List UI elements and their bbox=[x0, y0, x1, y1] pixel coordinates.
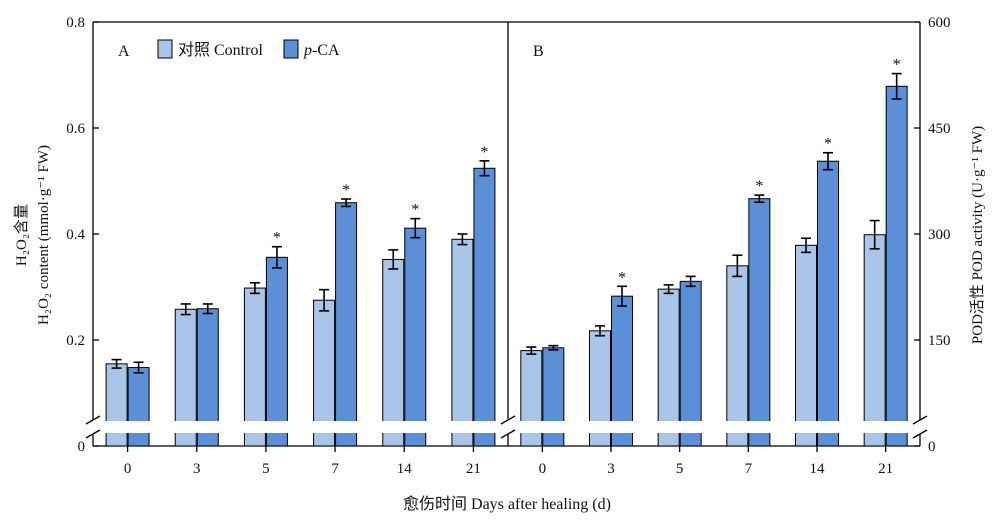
x-tick-label: 7 bbox=[745, 461, 753, 477]
bar-control bbox=[382, 258, 405, 447]
significance-star: * bbox=[342, 182, 350, 199]
legend-label-control: 对照 Control bbox=[178, 41, 263, 59]
panel-label-a: A bbox=[118, 43, 130, 60]
significance-star: * bbox=[755, 178, 763, 195]
legend-label-pca-rest: -CA bbox=[312, 42, 340, 59]
ticks-layer: 0 0.2 0.4 0.6 0.8 0 3 5 7 14 21 0 150 300 450 600 0 3 5 7 14… bbox=[66, 15, 950, 477]
bar-control bbox=[863, 234, 886, 447]
x-tick-label: 7 bbox=[331, 461, 339, 477]
errorbars-layer bbox=[111, 72, 902, 374]
x-tick-label: 21 bbox=[878, 461, 893, 477]
significance-star: * bbox=[893, 57, 901, 74]
x-axis-title: 愈伤时间 Days after healing (d) bbox=[403, 495, 611, 513]
axis-break-band bbox=[94, 421, 919, 433]
bar-pca bbox=[335, 202, 358, 447]
bar-control bbox=[726, 265, 749, 447]
bars-layer bbox=[105, 85, 908, 447]
bar-pca bbox=[885, 85, 908, 447]
y-axis-title-left-line2: H₂O₂ content (mmol·g⁻¹ FW) bbox=[36, 145, 52, 325]
y-axis-title-left-line1: H₂O₂含量 bbox=[13, 204, 30, 266]
axis-break-mark-lower bbox=[85, 429, 101, 439]
legend: 对照 Control p-CA bbox=[157, 39, 340, 59]
y-tick-label: 150 bbox=[928, 333, 951, 349]
bar-control bbox=[105, 363, 128, 447]
bar-pca bbox=[265, 256, 288, 447]
significance-star: * bbox=[273, 230, 281, 247]
x-tick-label: 3 bbox=[193, 461, 201, 477]
y-tick-label: 0 bbox=[928, 439, 936, 455]
y-tick-label: 0.4 bbox=[66, 227, 85, 243]
y-tick-label: 0.2 bbox=[66, 333, 85, 349]
x-tick-label: 5 bbox=[262, 461, 270, 477]
x-tick-label: 0 bbox=[124, 461, 132, 477]
bar-control bbox=[451, 238, 474, 447]
y-tick-label: 0.8 bbox=[66, 15, 85, 31]
axis-break-mark-upper bbox=[85, 415, 101, 425]
legend-swatch-pca bbox=[283, 39, 299, 59]
x-tick-label: 0 bbox=[539, 461, 547, 477]
axis-break-mark-lower bbox=[500, 429, 516, 439]
axis-break-layer bbox=[85, 415, 928, 439]
axis-break-mark-lower bbox=[912, 429, 928, 439]
y-tick-label: 600 bbox=[928, 15, 951, 31]
bar-pca bbox=[817, 160, 839, 447]
y-tick-label: 0 bbox=[78, 439, 86, 455]
legend-label-pca-italic: p bbox=[303, 42, 312, 59]
x-tick-label: 3 bbox=[607, 461, 615, 477]
y-tick-label: 450 bbox=[928, 121, 951, 137]
legend-label-pca: p-CA bbox=[303, 42, 340, 59]
bar-control bbox=[795, 244, 817, 447]
y-tick-label: 300 bbox=[928, 227, 951, 243]
x-tick-label: 5 bbox=[676, 461, 684, 477]
x-tick-label: 14 bbox=[810, 461, 826, 477]
y-tick-label: 0.6 bbox=[66, 121, 85, 137]
panel-label-b: B bbox=[533, 43, 544, 60]
bar-pca bbox=[748, 198, 771, 447]
axis-break-mark-upper bbox=[912, 415, 928, 425]
bar-pca bbox=[127, 367, 150, 447]
x-tick-label: 14 bbox=[397, 461, 413, 477]
x-tick-label: 21 bbox=[466, 461, 481, 477]
significance-star: * bbox=[824, 136, 832, 153]
legend-swatch-control bbox=[157, 39, 173, 59]
significance-star: * bbox=[480, 144, 488, 161]
significance-layer: * * * * * * * * bbox=[273, 57, 901, 287]
significance-star: * bbox=[411, 202, 419, 219]
bar-pca bbox=[404, 227, 427, 447]
chart-frame bbox=[92, 21, 921, 447]
significance-star: * bbox=[618, 269, 626, 286]
y-axis-title-right: POD活性 POD activity (U·g⁻¹ FW) bbox=[969, 126, 986, 344]
bar-pca bbox=[473, 167, 496, 447]
axis-break-mark-upper bbox=[500, 415, 516, 425]
